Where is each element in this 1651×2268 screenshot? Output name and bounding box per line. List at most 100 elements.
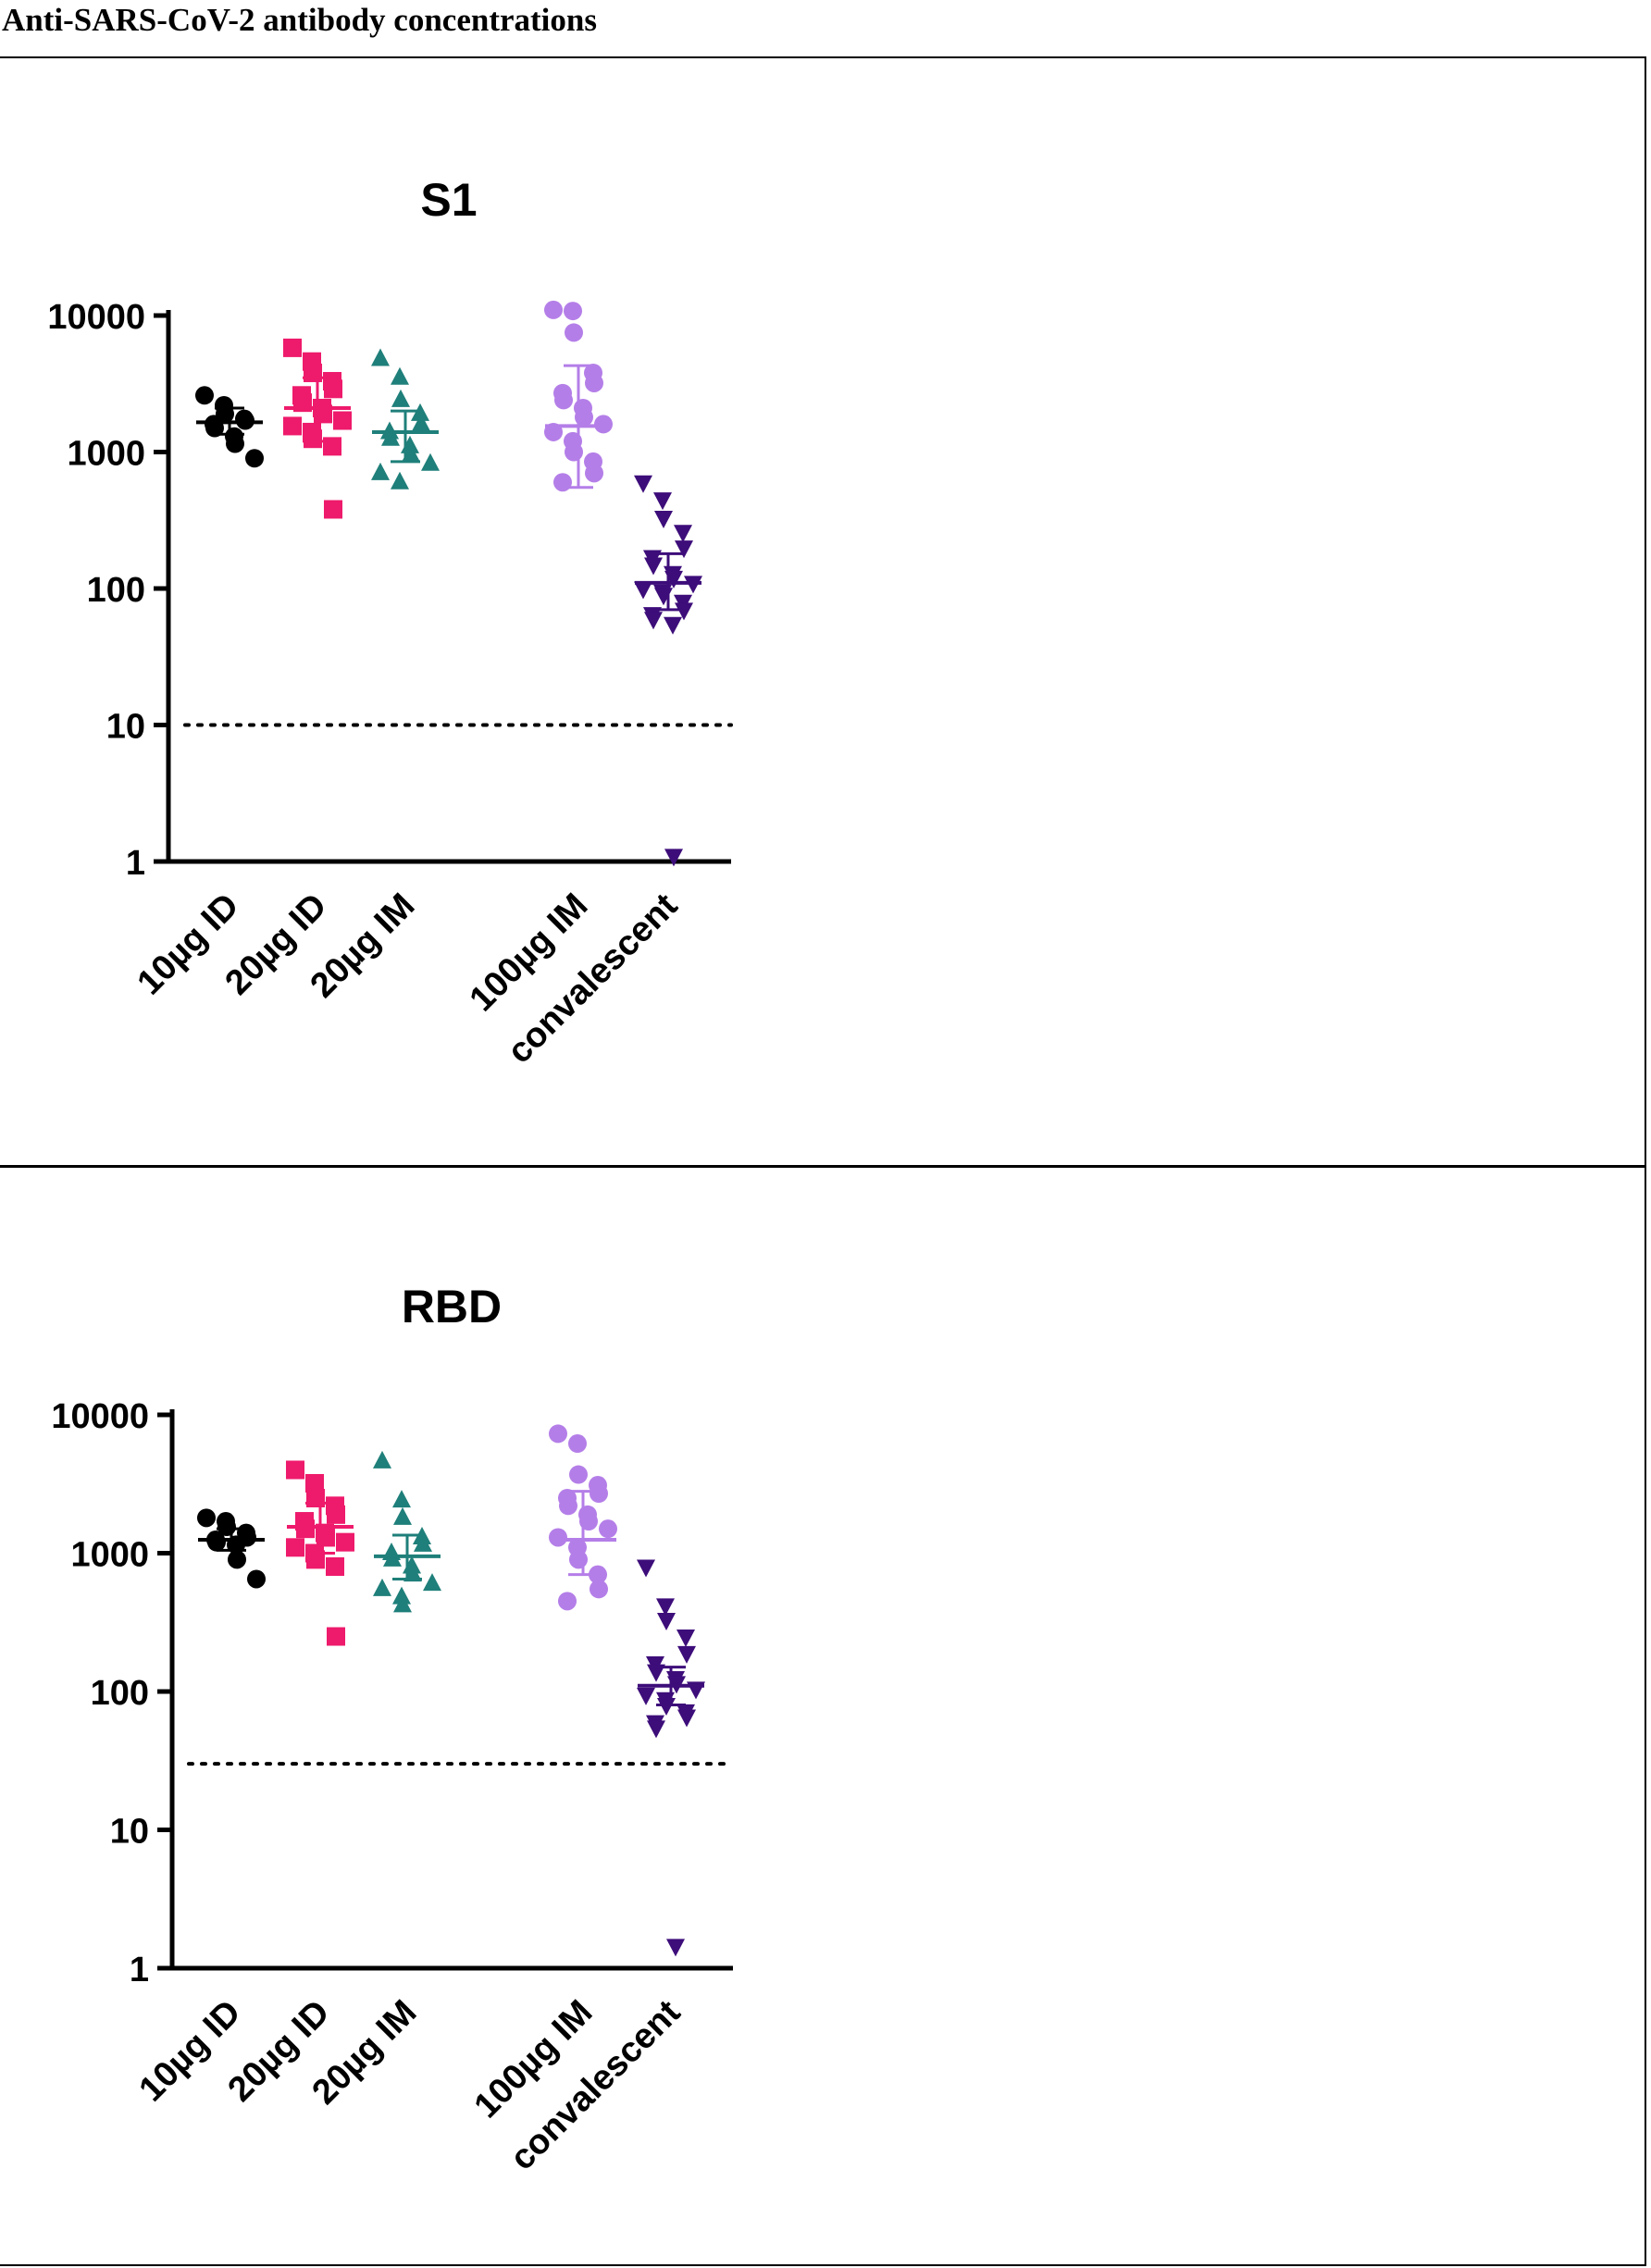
rbd-data-point <box>677 1645 696 1664</box>
s1-data-point <box>304 363 322 382</box>
rbd-series-0 <box>197 1508 266 1589</box>
rbd-data-point <box>549 1424 567 1444</box>
s1-data-point <box>675 602 693 621</box>
rbd-data-point <box>393 1594 412 1613</box>
figure-header: Anti-SARS-CoV-2 antibody concentrations <box>0 0 1651 56</box>
s1-data-point <box>195 386 214 405</box>
s1-data-point <box>245 449 264 468</box>
rbd-series-1 <box>286 1460 354 1646</box>
s1-data-point <box>653 492 672 511</box>
s1-series-4 <box>634 475 702 867</box>
panel-s1: S1 1 10 100 1000 10000 10µg ID 20µg ID 20µg IM 10… <box>0 56 1646 1167</box>
s1-data-point <box>412 413 430 431</box>
s1-data-point <box>674 525 692 543</box>
s1-data-point <box>324 379 342 399</box>
s1-data-point <box>675 540 693 559</box>
s1-series-3 <box>544 300 613 492</box>
rbd-chart-title: RBD <box>402 1281 502 1332</box>
s1-data-point <box>333 411 352 430</box>
rbd-data-point <box>569 1550 588 1569</box>
rbd-data-point <box>599 1519 617 1539</box>
s1-data-point <box>654 588 673 606</box>
s1-chart-title: S1 <box>420 174 477 226</box>
s1-y-tick-label: 10000 <box>47 298 145 337</box>
rbd-data-point <box>677 1709 696 1728</box>
s1-series-1 <box>283 338 352 519</box>
s1-data-point <box>554 390 573 410</box>
rbd-data-point <box>666 1939 685 1957</box>
s1-data-point <box>381 428 400 446</box>
rbd-data-point <box>647 1720 665 1739</box>
rbd-data-point <box>549 1528 567 1547</box>
rbd-data-point <box>197 1508 216 1528</box>
rbd-data-point <box>559 1496 577 1516</box>
s1-data-point <box>585 464 603 483</box>
rbd-data-point <box>677 1630 695 1648</box>
s1-data-point <box>391 389 410 407</box>
rbd-data-point <box>590 1484 608 1504</box>
rbd-data-point <box>637 1559 655 1578</box>
rbd-y-tick-label: 100 <box>91 1674 149 1713</box>
s1-data-point <box>654 511 673 529</box>
rbd-data-point <box>306 1550 325 1569</box>
s1-data-point <box>634 581 652 600</box>
s1-data-point <box>664 616 682 635</box>
rbd-data-point <box>228 1550 246 1569</box>
figure-title: Anti-SARS-CoV-2 antibody concentrations <box>2 2 597 38</box>
rbd-data-point <box>373 1578 391 1596</box>
s1-data-point <box>283 338 302 357</box>
s1-data-point <box>644 612 663 630</box>
s1-data-point <box>644 557 663 576</box>
s1-series-0 <box>195 386 264 468</box>
rbd-data-point <box>327 1505 345 1524</box>
rbd-data-point <box>568 1434 587 1454</box>
s1-data-point <box>283 416 302 436</box>
rbd-series-4 <box>637 1559 705 1957</box>
s1-y-tick-label: 10 <box>106 708 145 747</box>
s1-data-point <box>304 429 322 449</box>
rbd-data-point <box>305 1473 324 1493</box>
rbd-data-point <box>392 1490 411 1508</box>
s1-data-point <box>565 442 583 462</box>
rbd-data-point <box>296 1519 315 1539</box>
rbd-y-tick-label: 10 <box>110 1813 149 1852</box>
panel-rbd: RBD 1 10 100 1000 10000 10µg ID 20µg ID 20µg IM 1… <box>0 1166 1646 2266</box>
rbd-data-point <box>336 1532 354 1552</box>
rbd-data-point <box>247 1569 266 1589</box>
rbd-data-point <box>306 1489 325 1508</box>
s1-y-tick-label: 100 <box>87 571 145 610</box>
s1-data-point <box>391 366 409 385</box>
rbd-series-3 <box>549 1424 617 1611</box>
rbd-data-point <box>327 1627 345 1646</box>
rbd-data-point <box>637 1687 655 1705</box>
rbd-data-point <box>657 1697 676 1716</box>
rbd-data-point <box>414 1533 432 1552</box>
rbd-data-point <box>207 1532 226 1552</box>
rbd-data-point <box>590 1580 608 1599</box>
rbd-data-point <box>326 1556 344 1576</box>
s1-data-point <box>391 471 409 490</box>
s1-data-point <box>634 475 652 493</box>
rbd-y-tick-label: 1000 <box>70 1536 149 1575</box>
s1-data-point <box>664 849 683 867</box>
s1-data-point <box>226 434 244 453</box>
rbd-data-point <box>286 1460 304 1480</box>
s1-y-tick-label: 1000 <box>67 435 145 474</box>
rbd-y-tick-label: 10000 <box>51 1397 149 1436</box>
rbd-data-point <box>569 1465 588 1484</box>
s1-data-point <box>594 415 613 434</box>
rbd-data-point <box>656 1598 675 1617</box>
s1-data-point <box>565 323 583 342</box>
rbd-data-point <box>393 1506 412 1525</box>
rbd-series-2 <box>373 1450 441 1613</box>
s1-data-point <box>564 302 582 321</box>
rbd-y-tick-label: 1 <box>130 1951 149 1989</box>
s1-data-point <box>585 373 603 392</box>
s1-data-point <box>371 462 390 480</box>
rbd-data-point <box>423 1573 441 1592</box>
s1-data-point <box>371 348 390 366</box>
s1-data-point <box>324 500 342 519</box>
rbd-data-point <box>392 1586 411 1605</box>
